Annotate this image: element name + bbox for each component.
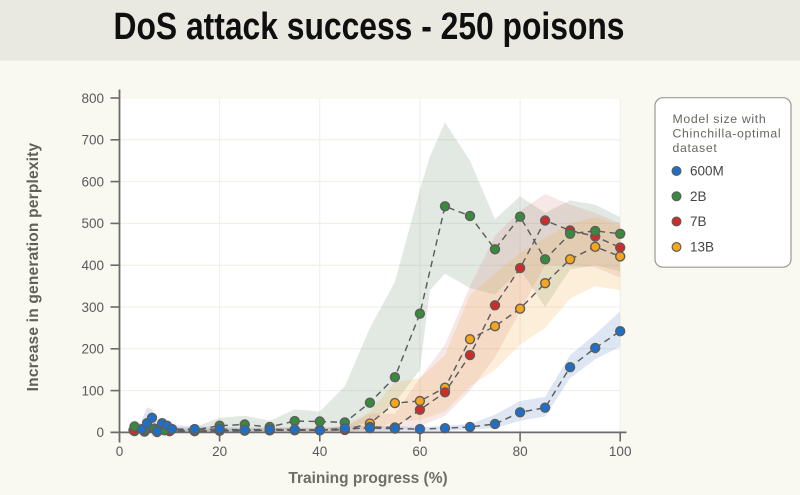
svg-text:7B: 7B: [690, 214, 707, 229]
svg-text:80: 80: [513, 444, 528, 459]
svg-text:600: 600: [81, 174, 104, 189]
svg-text:2B: 2B: [690, 189, 707, 204]
svg-text:600M: 600M: [690, 164, 724, 179]
svg-text:300: 300: [81, 300, 104, 315]
svg-text:100: 100: [81, 383, 104, 398]
svg-text:13B: 13B: [690, 240, 714, 255]
svg-text:dataset: dataset: [673, 141, 718, 155]
svg-text:60: 60: [412, 444, 427, 459]
svg-text:Chinchilla-optimal: Chinchilla-optimal: [673, 127, 782, 141]
svg-text:700: 700: [81, 133, 104, 148]
svg-text:200: 200: [81, 342, 104, 357]
svg-text:0: 0: [116, 444, 124, 459]
svg-text:Training progress (%): Training progress (%): [288, 470, 447, 487]
svg-text:0: 0: [96, 425, 104, 440]
svg-text:DoS attack success - 250 poiso: DoS attack success - 250 poisons: [114, 6, 625, 48]
svg-text:Increase in generation perplex: Increase in generation perplexity: [25, 142, 42, 391]
svg-text:Model size with: Model size with: [673, 112, 767, 126]
svg-text:20: 20: [212, 444, 227, 459]
svg-text:40: 40: [312, 444, 327, 459]
svg-text:400: 400: [81, 258, 104, 273]
svg-text:800: 800: [81, 91, 104, 106]
svg-text:100: 100: [609, 444, 632, 459]
svg-text:500: 500: [81, 216, 104, 231]
